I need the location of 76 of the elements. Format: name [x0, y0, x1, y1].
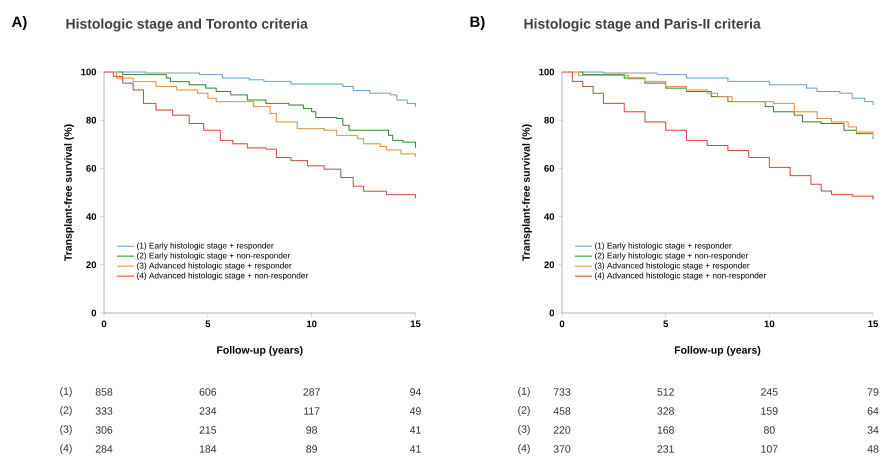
y-tick-label: 0	[550, 310, 554, 316]
text: (3)	[518, 425, 530, 435]
legend-label: (2) Early histologic stage + non-responder	[137, 252, 290, 260]
chart-title: Histologic stage and Paris-II criteria	[524, 18, 761, 32]
y-tick-label: 20	[544, 261, 554, 268]
text: 79	[868, 388, 878, 396]
text: 245	[761, 388, 778, 396]
y-tick-label: 80	[544, 116, 554, 124]
x-tick-label: 15	[410, 320, 421, 328]
text: 98	[306, 426, 318, 434]
text: 370	[554, 445, 570, 453]
text: 733	[554, 388, 570, 396]
text: 64	[868, 407, 878, 415]
text: 220	[554, 426, 570, 434]
chart-title: Histologic stage and Toronto criteria	[66, 18, 308, 32]
y-tick-label: 60	[544, 165, 554, 172]
y-tick-label: 40	[86, 213, 96, 220]
legend-label: (3) Advanced histologic stage + responder	[595, 262, 750, 270]
text: 89	[306, 445, 317, 453]
text: 94	[410, 388, 422, 396]
text: 287	[303, 388, 320, 396]
y-tick-label: 40	[544, 213, 554, 220]
text: (3)	[60, 425, 72, 435]
text: 159	[761, 407, 778, 415]
y-tick-label: 100	[539, 68, 554, 76]
text: 458	[554, 407, 570, 415]
legend-label: (2) Early histologic stage + non-responder	[595, 252, 748, 260]
text: 168	[658, 426, 674, 434]
text: 48	[867, 445, 878, 453]
text: 184	[200, 445, 216, 453]
text: 80	[764, 426, 775, 434]
y-tick-label: 60	[86, 165, 96, 172]
y-tick-label: 100	[81, 68, 96, 76]
text: 333	[96, 407, 112, 415]
x-tick-label: 5	[663, 320, 668, 328]
text: (2)	[60, 406, 72, 416]
x-tick-label: 0	[102, 320, 106, 328]
text: (2)	[518, 406, 530, 416]
legend-label: (4) Advanced histologic stage + non-responder	[595, 272, 766, 280]
text: 41	[410, 426, 421, 434]
x-axis-title: Follow-up (years)	[217, 346, 303, 356]
y-axis-title: Transplant-free survival (%)	[522, 124, 532, 261]
legend-label: (4) Advanced histologic stage + non-responder	[137, 272, 308, 280]
x-axis-title: Follow-up (years)	[674, 346, 760, 356]
x-tick-label: 10	[307, 320, 317, 328]
x-tick-label: 0	[560, 320, 564, 328]
y-tick-label: 20	[86, 261, 96, 268]
text: 41	[410, 445, 421, 453]
y-axis-title: Transplant-free survival (%)	[64, 124, 74, 261]
x-tick-label: 5	[206, 320, 210, 328]
text: 49	[410, 407, 421, 415]
text: A)	[12, 16, 27, 30]
x-tick-label: 15	[868, 320, 878, 328]
text: 328	[657, 407, 674, 415]
text: (4)	[518, 444, 530, 454]
text: 512	[657, 388, 674, 396]
legend-label: (1) Early histologic stage + responder	[595, 242, 732, 250]
text: (1)	[518, 387, 530, 397]
legend-label: (3) Advanced histologic stage + responder	[137, 262, 292, 270]
text: B)	[470, 16, 485, 30]
text: 117	[304, 407, 320, 415]
text: 107	[761, 445, 778, 453]
x-tick-label: 10	[764, 320, 774, 328]
text: 858	[96, 388, 112, 396]
text: 606	[200, 388, 216, 396]
y-tick-label: 80	[86, 116, 96, 124]
text: 34	[868, 426, 878, 434]
text: 306	[96, 426, 112, 434]
y-tick-label: 0	[92, 310, 96, 316]
text: (1)	[60, 387, 72, 397]
text: 234	[200, 407, 216, 415]
text: 215	[200, 426, 216, 434]
text: 284	[96, 445, 112, 453]
text: (4)	[60, 444, 72, 454]
legend-label: (1) Early histologic stage + responder	[137, 242, 274, 250]
text: 231	[657, 445, 674, 453]
